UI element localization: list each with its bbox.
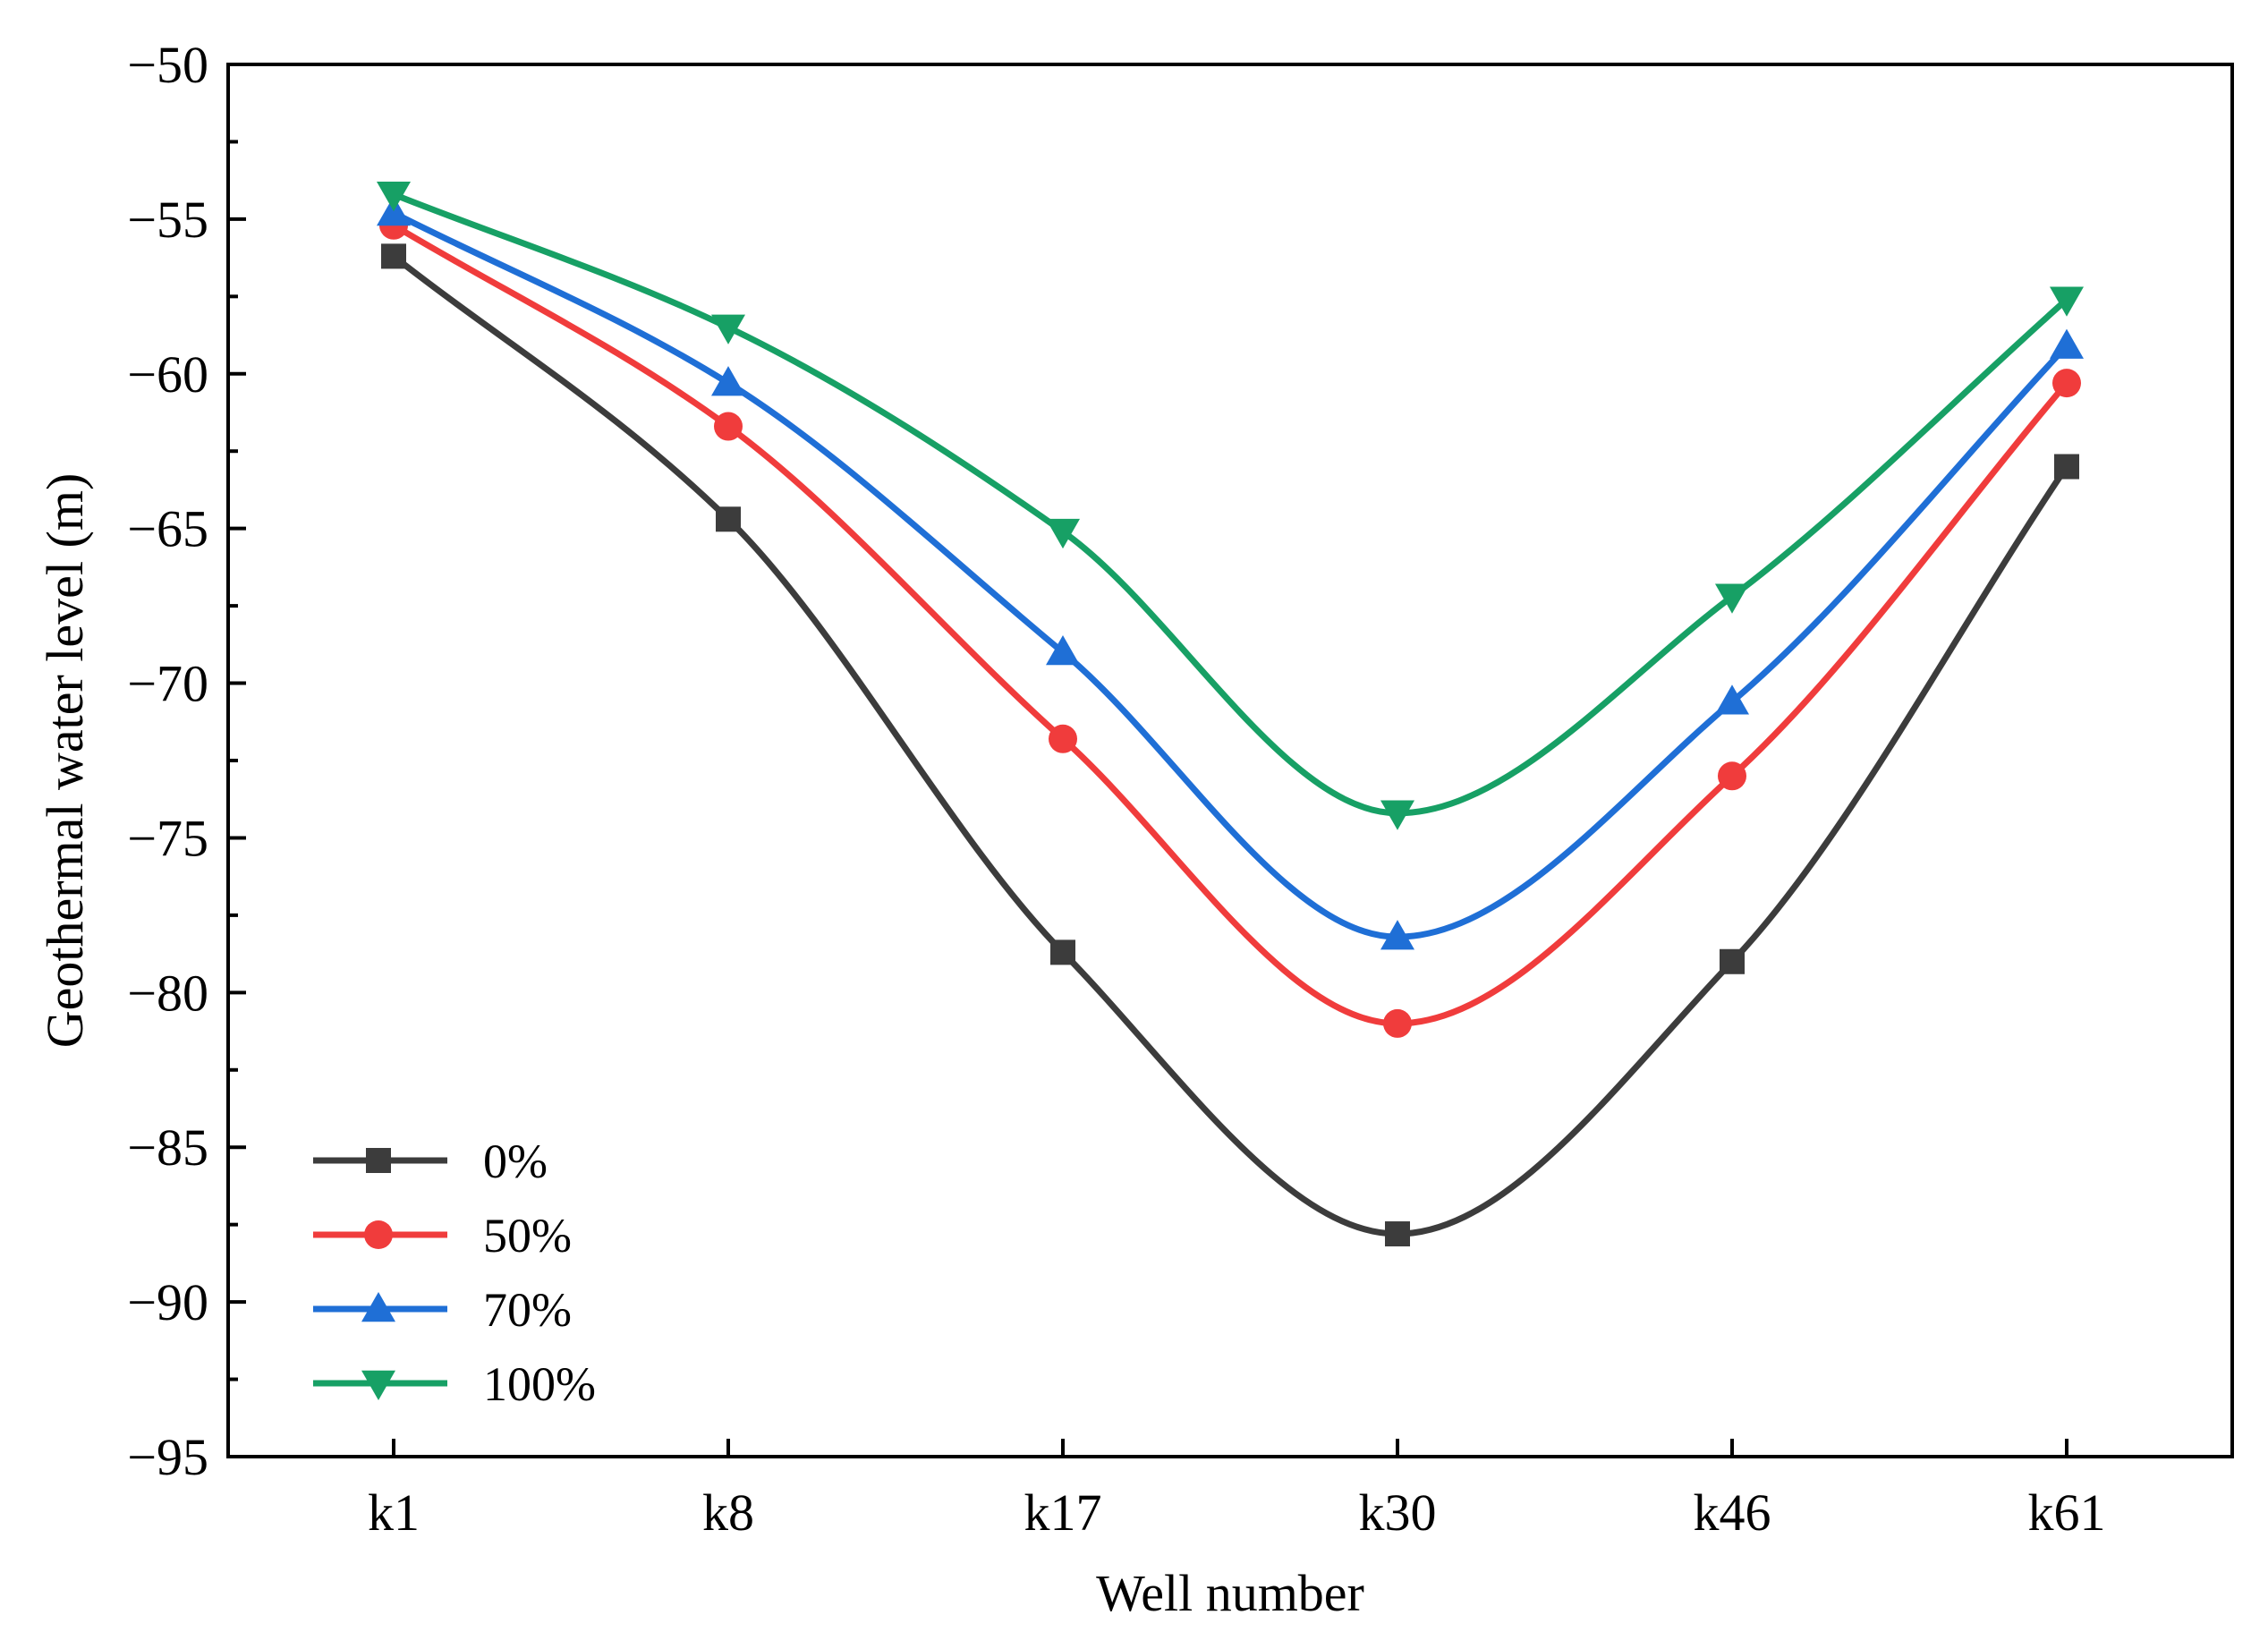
legend-marker xyxy=(361,1292,395,1322)
data-point xyxy=(1715,583,1749,614)
data-point xyxy=(2054,454,2079,480)
x-tick-label: k17 xyxy=(1024,1483,1102,1542)
y-tick-label: −50 xyxy=(127,36,208,94)
data-point xyxy=(1380,800,1414,830)
legend-label: 70% xyxy=(483,1283,572,1337)
legend: 0% 50% 70% 100% xyxy=(313,1135,596,1411)
data-point xyxy=(2050,328,2084,359)
data-point xyxy=(1046,518,1080,549)
legend-marker xyxy=(361,1370,395,1400)
data-point xyxy=(1050,939,1075,965)
series-line xyxy=(392,222,2069,1027)
data-point xyxy=(1380,920,1414,950)
legend-marker xyxy=(366,1148,391,1173)
y-axis-title: Geothermal water level (m) xyxy=(36,473,94,1049)
series-line xyxy=(392,209,2069,940)
y-tick-label: −85 xyxy=(127,1118,208,1177)
data-point xyxy=(1385,1221,1410,1247)
series-line xyxy=(391,253,2069,1237)
y-tick-label: −55 xyxy=(127,191,208,249)
y-tick-label: −65 xyxy=(127,500,208,558)
series-line xyxy=(392,191,2069,817)
y-tick-label: −90 xyxy=(127,1273,208,1331)
y-tick-label: −60 xyxy=(127,345,208,404)
data-point xyxy=(1049,724,1077,753)
y-tick-label: −80 xyxy=(127,964,208,1022)
x-tick-label: k61 xyxy=(2028,1483,2106,1542)
data-point xyxy=(1718,761,1746,791)
data-point xyxy=(381,243,406,269)
data-point xyxy=(1383,1008,1412,1038)
legend-label: 0% xyxy=(483,1135,548,1188)
data-point xyxy=(714,412,743,441)
series-markers xyxy=(377,181,2084,1247)
y-axis: −50 −55 −60 −65 −70 −75 −80 −85 −90 −95 xyxy=(127,36,246,1486)
y-tick-label: −75 xyxy=(127,809,208,867)
y-tick-label: −70 xyxy=(127,655,208,713)
x-axis: k1 k8 k17 k30 k46 k61 xyxy=(368,1439,2106,1542)
legend-label: 100% xyxy=(483,1357,596,1411)
data-point xyxy=(716,506,741,532)
data-point xyxy=(1720,948,1745,974)
y-tick-label: −95 xyxy=(127,1428,208,1486)
data-point xyxy=(711,366,745,396)
x-tick-label: k46 xyxy=(1694,1483,1771,1542)
data-point xyxy=(2050,286,2084,317)
x-tick-label: k30 xyxy=(1359,1483,1437,1542)
data-point xyxy=(377,181,411,212)
x-tick-label: k1 xyxy=(368,1483,420,1542)
data-point xyxy=(1715,684,1749,715)
legend-marker xyxy=(364,1220,393,1249)
data-point xyxy=(1046,634,1080,666)
data-point xyxy=(711,314,745,344)
series-lines xyxy=(391,191,2069,1237)
legend-label: 50% xyxy=(483,1209,572,1262)
x-axis-title: Well number xyxy=(1096,1564,1364,1622)
x-tick-label: k8 xyxy=(702,1483,754,1542)
data-point xyxy=(2052,369,2081,398)
